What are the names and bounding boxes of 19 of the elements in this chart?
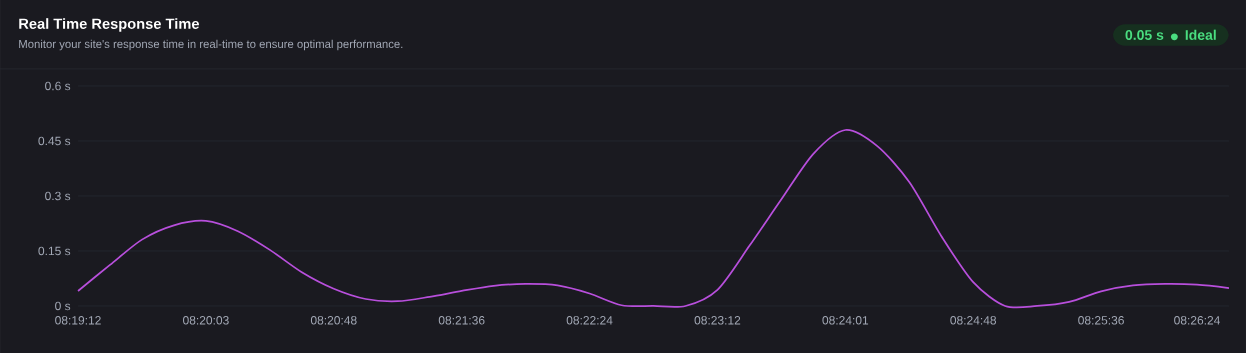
y-tick-label: 0 s bbox=[55, 301, 71, 311]
x-tick-label: 08:21:36 bbox=[438, 316, 485, 325]
y-tick-label: 0.45 s bbox=[38, 136, 71, 146]
text: 0.05 s bbox=[1125, 30, 1164, 40]
x-tick-label: 08:20:03 bbox=[183, 316, 229, 325]
text: Ideal bbox=[1185, 29, 1216, 40]
x-tick-label: 08:22:24 bbox=[566, 316, 613, 325]
y-tick-label: 0.6 s bbox=[45, 81, 71, 91]
x-tick-label: 08:19:12 bbox=[55, 316, 101, 325]
x-tick-label: 08:25:36 bbox=[1078, 316, 1124, 325]
y-tick-label: 0.3 s bbox=[45, 191, 71, 201]
x-tick-label: 08:24:01 bbox=[822, 316, 869, 325]
x-tick-label: 08:23:12 bbox=[694, 316, 741, 325]
y-tick-label: 0.15 s bbox=[38, 246, 71, 256]
chart-title: Real Time Response Time bbox=[19, 18, 200, 32]
chart-subtitle: Monitor your site's response time in real-time to ensure optimal performance. bbox=[19, 39, 403, 51]
x-tick-label: 08:24:48 bbox=[950, 316, 997, 325]
x-tick-label: 08:20:48 bbox=[310, 316, 357, 325]
x-tick-label: 08:26:24 bbox=[1174, 316, 1220, 325]
